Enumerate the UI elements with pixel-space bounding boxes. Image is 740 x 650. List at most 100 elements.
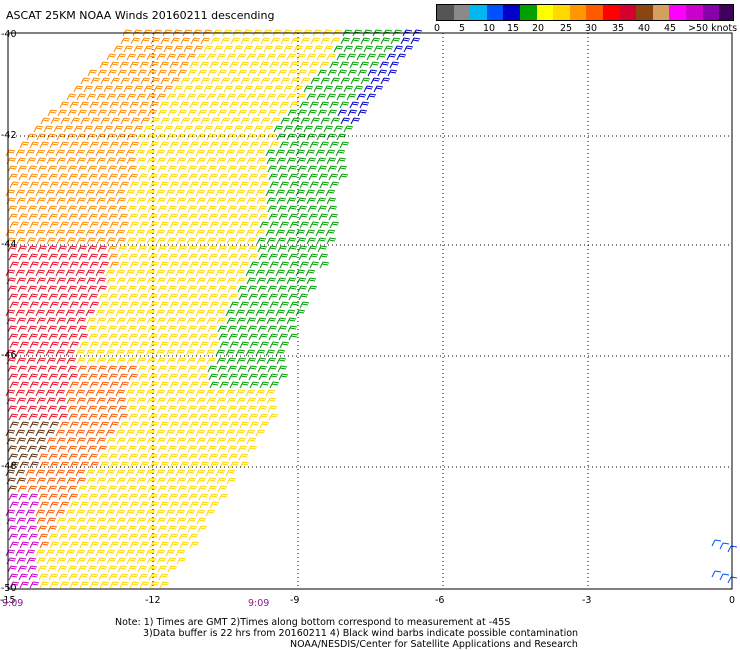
wind-barb: [16, 477, 27, 485]
wind-barb: [86, 517, 97, 525]
wind-barb: [117, 165, 128, 173]
wind-barb: [126, 557, 137, 565]
wind-barb: [268, 293, 279, 301]
wind-barb: [193, 85, 204, 93]
wind-barb: [119, 381, 130, 389]
wind-barb: [217, 69, 228, 77]
wind-barb: [299, 261, 310, 269]
wind-barb: [238, 413, 249, 421]
wind-barb: [176, 133, 187, 141]
wind-barb: [263, 125, 274, 133]
wind-barb: [105, 469, 116, 477]
wind-barb: [185, 149, 196, 157]
wind-barb: [109, 541, 120, 549]
wind-barb: [245, 149, 256, 157]
wind-barb: [37, 165, 48, 173]
wind-barb: [176, 517, 187, 525]
wind-barb: [36, 197, 47, 205]
wind-barb: [236, 53, 247, 61]
wind-barb: [187, 485, 198, 493]
wind-barb: [147, 109, 158, 117]
wind-barb: [147, 445, 158, 453]
wind-barb: [149, 421, 160, 429]
wind-barb: [115, 189, 126, 197]
wind-barb: [59, 221, 70, 229]
wind-barb: [309, 141, 320, 149]
wind-barb: [66, 277, 77, 285]
wind-barb: [119, 261, 130, 269]
lon-tick-label: -3: [582, 595, 591, 606]
wind-barb: [146, 197, 157, 205]
wind-barb: [87, 165, 98, 173]
wind-barb: [356, 53, 367, 61]
wind-barb: [128, 573, 139, 581]
wind-barb: [249, 141, 260, 149]
wind-barb: [115, 509, 126, 517]
wind-barb: [118, 413, 129, 421]
legend-label: 40: [638, 23, 651, 34]
wind-barb: [240, 37, 251, 45]
wind-barb: [300, 117, 311, 125]
wind-barb: [109, 301, 120, 309]
wind-barb: [125, 189, 136, 197]
wind-barb: [9, 381, 20, 389]
wind-barb: [95, 269, 106, 277]
lat-tick-label: -44: [1, 239, 17, 250]
wind-barb: [96, 557, 107, 565]
wind-barb: [350, 77, 361, 85]
wind-barb: [247, 445, 258, 453]
wind-barb: [98, 293, 109, 301]
wind-barb: [66, 477, 77, 485]
wind-barb: [269, 261, 280, 269]
wind-barb: [263, 45, 274, 53]
wind-barb: [96, 517, 107, 525]
wind-barb: [343, 125, 354, 133]
wind-barb: [9, 541, 20, 549]
wind-barb: [383, 45, 394, 53]
wind-barb: [146, 437, 157, 445]
wind-barb: [336, 93, 347, 101]
wind-barb: [175, 389, 186, 397]
wind-barb: [35, 229, 46, 237]
wind-barb: [277, 69, 288, 77]
wind-barb: [225, 389, 236, 397]
wind-barb: [138, 493, 149, 501]
wind-barb: [126, 93, 137, 101]
wind-barb: [253, 45, 264, 53]
wind-barb: [238, 333, 249, 341]
wind-barb: [228, 373, 239, 381]
wind-barb: [129, 381, 140, 389]
wind-barb: [298, 253, 309, 261]
wind-barb: [195, 389, 206, 397]
wind-barb: [268, 253, 279, 261]
wind-barb: [353, 45, 364, 53]
wind-barb: [256, 133, 267, 141]
wind-barb: [147, 165, 158, 173]
wind-barb: [47, 325, 58, 333]
wind-barb: [57, 365, 68, 373]
wind-barb: [276, 133, 287, 141]
wind-barb: [159, 181, 170, 189]
wind-barb: [238, 453, 249, 461]
wind-barb: [297, 205, 308, 213]
wind-barb: [7, 205, 18, 213]
wind-barb: [58, 453, 69, 461]
wind-barb: [105, 189, 116, 197]
wind-barb: [390, 37, 401, 45]
wind-barb: [277, 165, 288, 173]
wind-barb: [216, 237, 227, 245]
wind-barb: [215, 349, 226, 357]
wind-barb: [197, 365, 208, 373]
lat-tick-label: -48: [1, 461, 17, 472]
wind-barb: [195, 469, 206, 477]
wind-barb: [130, 117, 141, 125]
wind-barb: [289, 101, 300, 109]
wind-barb: [169, 141, 180, 149]
wind-barb: [189, 541, 200, 549]
wind-barb: [319, 141, 330, 149]
wind-barb: [75, 469, 86, 477]
wind-barb: [187, 285, 198, 293]
wind-barb: [45, 509, 56, 517]
wind-barb: [265, 389, 276, 397]
wind-barb: [165, 229, 176, 237]
